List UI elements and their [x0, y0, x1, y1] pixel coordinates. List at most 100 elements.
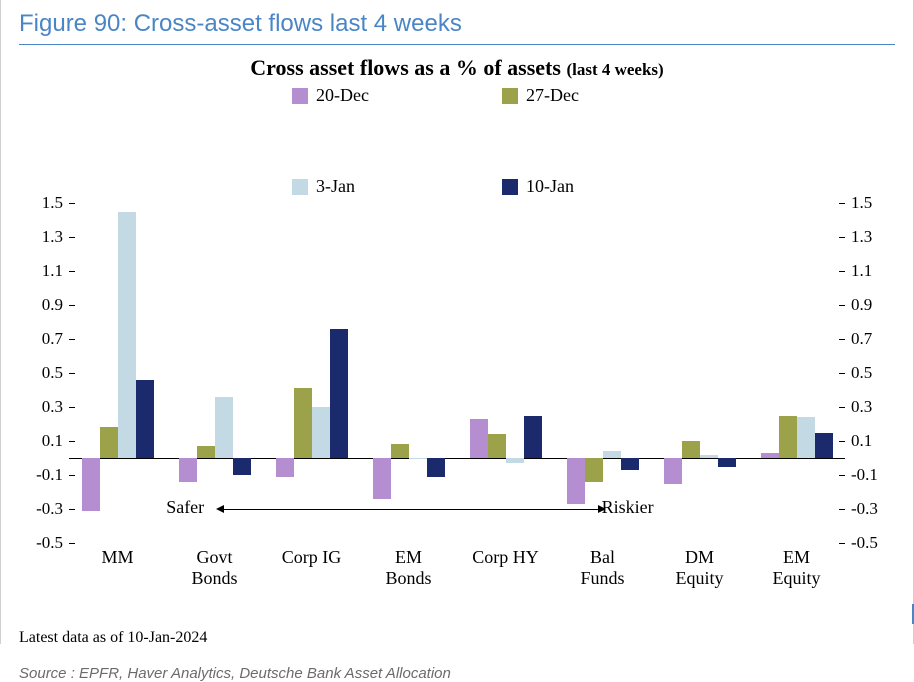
ytick-right: 0.7	[851, 329, 895, 349]
ytick-left: -0.1	[19, 465, 63, 485]
ytick-right: -0.5	[851, 533, 895, 553]
bar	[585, 458, 603, 482]
legend-label-1: 27-Dec	[526, 85, 579, 106]
tick-left	[69, 441, 75, 442]
tick-left	[69, 203, 75, 204]
x-category-label: MM	[69, 547, 166, 568]
ytick-left: 1.3	[19, 227, 63, 247]
ytick-right: 1.1	[851, 261, 895, 281]
bar	[391, 444, 409, 458]
bar	[215, 397, 233, 458]
figure-container: Figure 90: Cross-asset flows last 4 week…	[0, 0, 914, 644]
ytick-right: 1.3	[851, 227, 895, 247]
ytick-left: 0.9	[19, 295, 63, 315]
bar	[621, 458, 639, 470]
bar	[409, 458, 427, 459]
ytick-right: 0.1	[851, 431, 895, 451]
chart-title-sub: (last 4 weeks)	[566, 60, 663, 79]
tick-right	[839, 475, 845, 476]
ytick-left: 0.5	[19, 363, 63, 383]
tick-right	[839, 271, 845, 272]
x-category-label: Corp HY	[457, 547, 554, 568]
x-category-label: DM Equity	[651, 547, 748, 588]
bar	[136, 380, 154, 458]
spectrum-label-right: Riskier	[602, 497, 654, 518]
tick-right	[839, 373, 845, 374]
arrow-left-icon	[216, 505, 224, 513]
tick-right	[839, 543, 845, 544]
ytick-right: 0.5	[851, 363, 895, 383]
bar	[118, 212, 136, 459]
bar	[567, 458, 585, 504]
x-category-label: Corp IG	[263, 547, 360, 568]
bar	[797, 417, 815, 458]
bar	[664, 458, 682, 484]
figure-title: Figure 90: Cross-asset flows last 4 week…	[19, 10, 895, 45]
tick-right	[839, 237, 845, 238]
bar	[82, 458, 100, 511]
bar	[603, 451, 621, 458]
bar	[815, 433, 833, 459]
tick-left	[69, 543, 75, 544]
x-category-label: Bal Funds	[554, 547, 651, 588]
bar	[373, 458, 391, 499]
tick-right	[839, 203, 845, 204]
legend-swatch-3	[502, 179, 518, 195]
bar	[524, 416, 542, 459]
legend: 20-Dec 27-Dec 3-Jan 10-Jan	[197, 85, 717, 197]
legend-label-0: 20-Dec	[316, 85, 369, 106]
source-note: Source : EPFR, Haver Analytics, Deutsche…	[19, 665, 895, 682]
bar	[100, 427, 118, 458]
legend-swatch-2	[292, 179, 308, 195]
bar	[488, 434, 506, 458]
legend-label-2: 3-Jan	[316, 176, 355, 197]
bar	[700, 455, 718, 458]
ytick-right: 0.9	[851, 295, 895, 315]
tick-right	[839, 305, 845, 306]
data-note: Latest data as of 10-Jan-2024	[19, 629, 895, 647]
ytick-right: 0.3	[851, 397, 895, 417]
tick-left	[69, 509, 75, 510]
ytick-left: 0.1	[19, 431, 63, 451]
legend-swatch-0	[292, 88, 308, 104]
legend-swatch-1	[502, 88, 518, 104]
spectrum-arrow	[224, 509, 597, 510]
legend-item-1: 27-Dec	[502, 85, 622, 106]
tick-right	[839, 339, 845, 340]
tick-right	[839, 407, 845, 408]
ytick-left: 1.5	[19, 193, 63, 213]
legend-item-3: 10-Jan	[502, 176, 622, 197]
bar	[779, 416, 797, 459]
ytick-right: 1.5	[851, 193, 895, 213]
bar	[294, 388, 312, 458]
bar	[682, 441, 700, 458]
ytick-left: 1.1	[19, 261, 63, 281]
legend-label-3: 10-Jan	[526, 176, 574, 197]
legend-item-2: 3-Jan	[292, 176, 412, 197]
ytick-right: -0.3	[851, 499, 895, 519]
x-category-label: EM Bonds	[360, 547, 457, 588]
x-category-label: Govt Bonds	[166, 547, 263, 588]
tick-left	[69, 373, 75, 374]
bar	[276, 458, 294, 477]
bar	[470, 419, 488, 458]
bar	[312, 407, 330, 458]
bar	[761, 453, 779, 458]
tick-left	[69, 237, 75, 238]
bar	[233, 458, 251, 475]
bar	[718, 458, 736, 467]
chart-area: SaferRiskier 1.51.51.31.31.11.10.90.90.7…	[19, 203, 895, 583]
chart-title: Cross asset flows as a % of assets (last…	[19, 55, 895, 81]
bar	[427, 458, 445, 477]
spectrum-label-left: Safer	[166, 497, 204, 518]
ytick-left: -0.5	[19, 533, 63, 553]
plot-area: Safer Riskier	[69, 203, 845, 543]
ytick-left: 0.3	[19, 397, 63, 417]
legend-item-0: 20-Dec	[292, 85, 412, 106]
tick-left	[69, 475, 75, 476]
chart-title-main: Cross asset flows as a % of assets	[250, 55, 561, 80]
tick-left	[69, 271, 75, 272]
bar	[506, 458, 524, 463]
bar	[330, 329, 348, 458]
tick-left	[69, 305, 75, 306]
